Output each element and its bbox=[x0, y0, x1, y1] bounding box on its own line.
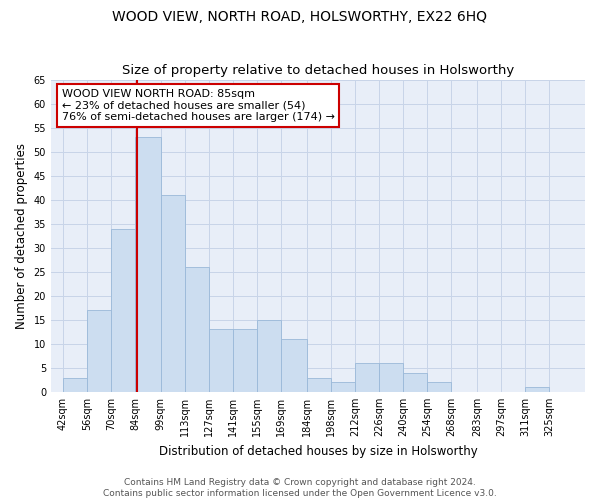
Y-axis label: Number of detached properties: Number of detached properties bbox=[15, 142, 28, 328]
Bar bbox=[185, 267, 209, 392]
Bar bbox=[87, 310, 111, 392]
Bar bbox=[233, 330, 257, 392]
Bar bbox=[307, 378, 331, 392]
Bar bbox=[331, 382, 355, 392]
Bar bbox=[63, 378, 87, 392]
X-axis label: Distribution of detached houses by size in Holsworthy: Distribution of detached houses by size … bbox=[158, 444, 478, 458]
Bar bbox=[525, 387, 549, 392]
Bar bbox=[427, 382, 451, 392]
Bar bbox=[209, 330, 233, 392]
Text: Contains HM Land Registry data © Crown copyright and database right 2024.
Contai: Contains HM Land Registry data © Crown c… bbox=[103, 478, 497, 498]
Bar bbox=[257, 320, 281, 392]
Bar bbox=[403, 372, 427, 392]
Bar bbox=[379, 363, 403, 392]
Title: Size of property relative to detached houses in Holsworthy: Size of property relative to detached ho… bbox=[122, 64, 514, 77]
Bar bbox=[161, 195, 185, 392]
Bar bbox=[355, 363, 379, 392]
Bar bbox=[135, 137, 161, 392]
Bar bbox=[281, 339, 307, 392]
Bar bbox=[111, 228, 135, 392]
Text: WOOD VIEW NORTH ROAD: 85sqm
← 23% of detached houses are smaller (54)
76% of sem: WOOD VIEW NORTH ROAD: 85sqm ← 23% of det… bbox=[62, 89, 335, 122]
Text: WOOD VIEW, NORTH ROAD, HOLSWORTHY, EX22 6HQ: WOOD VIEW, NORTH ROAD, HOLSWORTHY, EX22 … bbox=[113, 10, 487, 24]
